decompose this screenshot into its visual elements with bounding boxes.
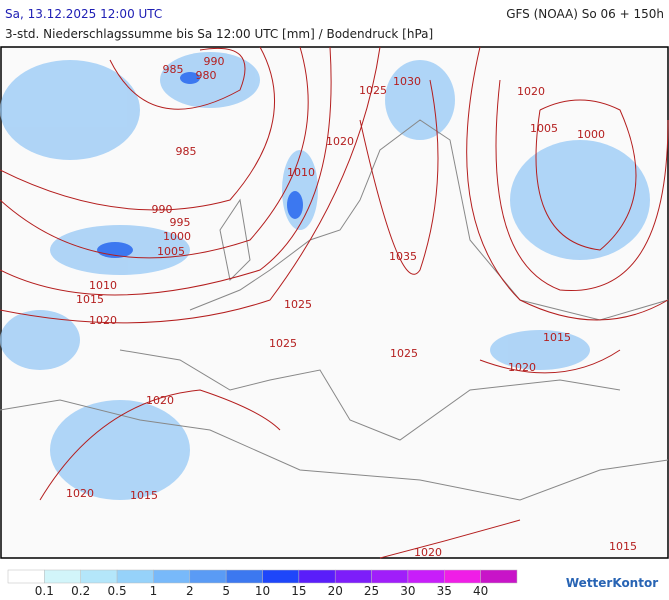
legend-label: 30 — [400, 584, 415, 598]
isobar-label: 1025 — [284, 298, 312, 311]
isobar-label: 1025 — [269, 337, 297, 350]
valid-time: Sa, 13.12.2025 12:00 UTC — [5, 7, 162, 21]
isobar-label: 1015 — [543, 331, 571, 344]
legend-swatch — [262, 569, 300, 584]
isobar-label: 1020 — [146, 394, 174, 407]
isobar-label: 1030 — [393, 75, 421, 88]
legend-swatch — [298, 569, 336, 584]
legend-label: 0.1 — [35, 584, 54, 598]
legend-label: 5 — [222, 584, 230, 598]
isobar-label: 990 — [152, 203, 173, 216]
isobar-label: 1020 — [326, 135, 354, 148]
legend-swatch — [334, 569, 372, 584]
legend-label: 40 — [473, 584, 488, 598]
isobar-label: 1000 — [163, 230, 191, 243]
isobar-label: 995 — [170, 216, 191, 229]
legend-label: 2 — [186, 584, 194, 598]
legend-label: 0.2 — [71, 584, 90, 598]
legend-swatch — [189, 569, 227, 584]
legend-swatch — [225, 569, 263, 584]
isobar-label: 1020 — [66, 487, 94, 500]
isobar-label: 1020 — [517, 85, 545, 98]
model-run: GFS (NOAA) So 06 + 150h — [506, 7, 664, 21]
isobar-label: 1025 — [390, 347, 418, 360]
isobar-label: 990 — [204, 55, 225, 68]
legend-swatch — [480, 569, 518, 584]
isobar-label: 1020 — [414, 546, 442, 559]
legend-swatch — [7, 569, 45, 584]
isobar-label: 1005 — [530, 122, 558, 135]
isobar-label: 1015 — [130, 489, 158, 502]
isobar-label: 1020 — [89, 314, 117, 327]
legend-label: 10 — [255, 584, 270, 598]
isobar-label: 1010 — [89, 279, 117, 292]
legend-swatch — [407, 569, 445, 584]
legend-label: 1 — [150, 584, 158, 598]
legend-swatch — [44, 569, 81, 584]
isobar-label: 1025 — [359, 84, 387, 97]
isobars — [0, 46, 669, 559]
subtitle: 3-std. Niederschlagssumme bis Sa 12:00 U… — [5, 27, 433, 41]
isobar-label: 1020 — [508, 361, 536, 374]
legend-swatch — [153, 569, 191, 584]
legend-label: 25 — [364, 584, 379, 598]
isobar-label: 1035 — [389, 250, 417, 263]
isobar-label: 1005 — [157, 245, 185, 258]
isobar-label: 1010 — [287, 166, 315, 179]
legend-swatch — [116, 569, 154, 584]
legend: 0.1 0.2 0.5 1 2 5 10 15 20 25 30 35 40 — [7, 569, 518, 598]
legend-label: 15 — [291, 584, 306, 598]
legend-swatch — [80, 569, 118, 584]
legend-label: 35 — [437, 584, 452, 598]
isobar-label: 985 — [163, 63, 184, 76]
isobar-label: 985 — [176, 145, 197, 158]
isobar-label: 1015 — [609, 540, 637, 553]
legend-swatch — [371, 569, 409, 584]
isobar-label: 980 — [196, 69, 217, 82]
isobar-label: 1000 — [577, 128, 605, 141]
legend-swatch — [444, 569, 481, 584]
brand: WetterKontor — [566, 576, 658, 590]
precipitation-areas — [0, 52, 650, 500]
legend-label: 0.5 — [108, 584, 127, 598]
legend-label: 20 — [328, 584, 343, 598]
isobar-label: 1015 — [76, 293, 104, 306]
